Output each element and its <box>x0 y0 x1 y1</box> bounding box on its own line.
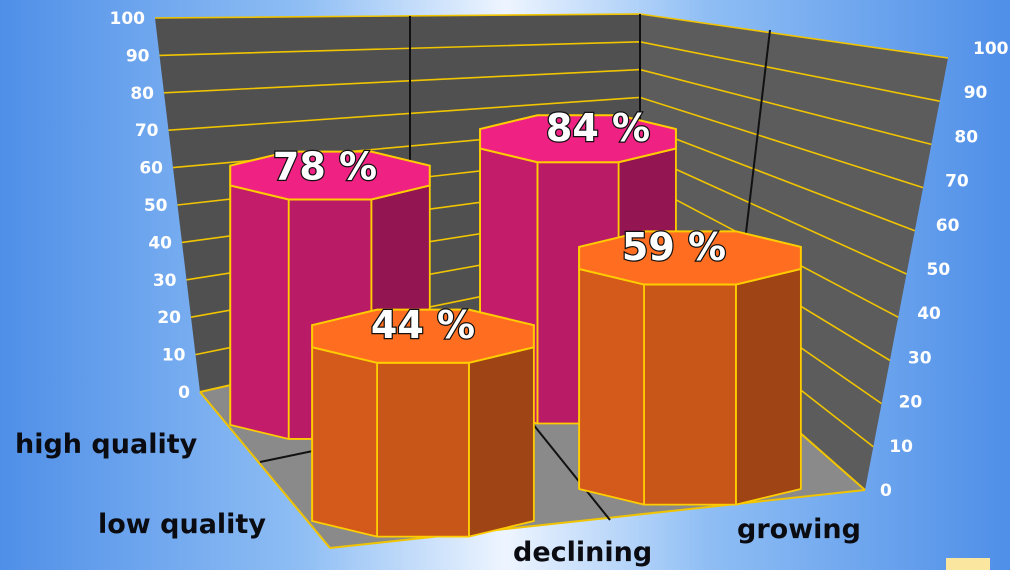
bar-top-face <box>229 150 431 201</box>
left-tick-label: 30 <box>153 271 177 291</box>
category-labels: high quality low quality declining growing <box>15 429 861 568</box>
bar-side-face <box>229 184 290 440</box>
right-tick-label: 80 <box>954 127 978 147</box>
bar-side-face <box>735 268 802 506</box>
bar-side-face <box>468 346 535 538</box>
floor-divider <box>519 407 611 521</box>
row-label: low quality <box>98 509 266 540</box>
bar-value-label: 84 % <box>546 106 650 150</box>
bar-top-face <box>479 114 677 164</box>
column-label: declining <box>513 537 652 568</box>
left-tick-label: 50 <box>144 196 168 216</box>
bar-top-face <box>578 230 802 286</box>
right-tick-label: 20 <box>899 393 923 413</box>
bar-value-label: 78 % <box>273 145 377 189</box>
right-tick-label: 70 <box>945 172 969 192</box>
floor-edge <box>329 489 866 549</box>
left-tick-label: 0 <box>178 383 190 403</box>
right-tick-label: 30 <box>908 348 932 368</box>
right-tick-label: 0 <box>880 481 892 501</box>
left-tick-label: 40 <box>148 233 172 253</box>
bars: 78 % 84 % 44 % 59 % <box>229 105 802 538</box>
right-tick-label: 90 <box>964 83 988 103</box>
right-tick-label: 60 <box>936 216 960 236</box>
bar-1-0: 44 % <box>311 302 535 538</box>
left-tick-label: 80 <box>130 84 154 104</box>
left-tick-label: 10 <box>162 346 186 366</box>
left-axis: 0 10 20 30 40 50 60 70 80 90 100 <box>110 9 191 403</box>
right-tick-label: 10 <box>889 437 913 457</box>
row-label: high quality <box>15 429 198 460</box>
bar-1-1: 59 % <box>578 224 802 506</box>
bar-side-face <box>376 361 470 538</box>
bar-top-face <box>311 308 535 364</box>
left-tick-label: 100 <box>110 9 146 29</box>
left-tick-label: 60 <box>139 159 163 179</box>
right-tick-label: 50 <box>927 260 951 280</box>
bar-side-face <box>311 346 378 538</box>
right-tick-label: 40 <box>917 304 941 324</box>
right-axis: 0 10 20 30 40 50 60 70 80 90 100 <box>880 39 1009 501</box>
bar-side-face <box>643 283 737 506</box>
bar-value-label: 59 % <box>622 225 726 269</box>
right-tick-label: 100 <box>973 39 1009 59</box>
bar-side-face <box>578 268 645 506</box>
left-tick-label: 90 <box>126 46 150 66</box>
corner-marker <box>946 558 990 570</box>
left-tick-label: 20 <box>157 308 181 328</box>
floor-edge <box>199 391 331 549</box>
left-tick-label: 70 <box>135 121 159 141</box>
column-label: growing <box>737 514 861 545</box>
bar-value-label: 44 % <box>371 303 475 347</box>
